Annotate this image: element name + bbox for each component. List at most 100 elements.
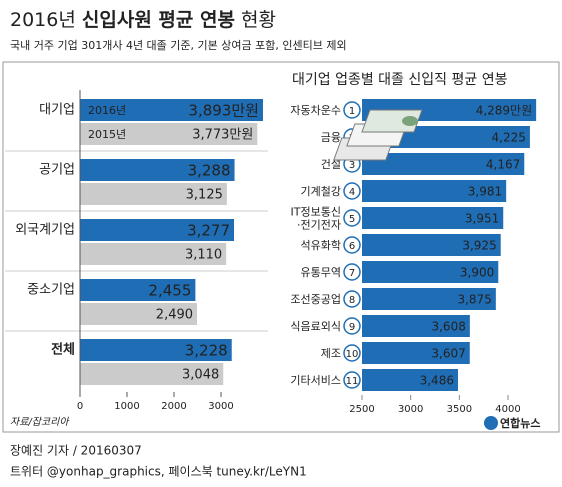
bar <box>362 315 470 337</box>
x-tick-label: 2000 <box>161 401 186 412</box>
category-label: 석유화학 <box>301 239 341 252</box>
category-label: 기계철강 <box>301 185 341 198</box>
category-label: 자동차운수 <box>290 104 341 117</box>
bar <box>80 99 263 121</box>
rank-label: 1 <box>349 106 355 117</box>
rank-label: 8 <box>349 295 355 306</box>
bar <box>362 369 458 391</box>
bar <box>80 279 196 301</box>
value-label: 3,981 <box>468 185 502 199</box>
value-label: 3,951 <box>465 212 499 226</box>
value-label: 2,455 <box>148 282 191 300</box>
rank-label: 3 <box>349 160 355 171</box>
rank-badge <box>343 371 361 389</box>
source: 자료/잡코리아 <box>10 416 70 428</box>
value-label: 3,900 <box>460 266 494 280</box>
rank-badge <box>343 236 361 254</box>
category-label: 건설 <box>321 158 341 171</box>
value-label: 3,608 <box>431 320 465 334</box>
bar <box>80 123 258 145</box>
bar <box>362 288 496 310</box>
rank-badge <box>343 101 361 119</box>
category-label: 금융 <box>321 131 341 144</box>
value-label: 3,125 <box>186 188 223 203</box>
rank-badge <box>343 209 361 227</box>
x-tick-label: 2500 <box>349 404 374 415</box>
title-suffix: 현황 <box>241 9 276 31</box>
x-tick-label: 0 <box>77 401 83 412</box>
category-label: 제조 <box>321 347 341 360</box>
bar <box>80 159 235 181</box>
category-label: 중소기업 <box>27 283 75 298</box>
bar <box>362 261 499 283</box>
x-tick-label: 3500 <box>447 404 472 415</box>
value-label: 4,289만원 <box>476 104 532 118</box>
value-label: 3,893만원 <box>188 102 259 120</box>
value-label: 3,228 <box>185 342 228 360</box>
rank-label: 6 <box>349 241 355 252</box>
value-label: 2,490 <box>156 308 193 323</box>
category-label: 외국계기업 <box>15 223 75 238</box>
category-label: 유통무역 <box>301 266 341 279</box>
bar <box>362 234 501 256</box>
rank-badge <box>343 290 361 308</box>
value-label: 4,225 <box>492 131 526 145</box>
title-main: 신입사원 평균 연봉 <box>82 9 235 31</box>
social: 트위터 @yonhap_graphics, 페이스북 tuney.kr/LeYN… <box>10 465 307 479</box>
series-label: 2016년 <box>88 104 126 117</box>
bar <box>362 207 504 229</box>
rank-badge <box>343 263 361 281</box>
bar <box>80 183 227 205</box>
x-tick-label: 3000 <box>398 404 423 415</box>
rank-badge <box>343 317 361 335</box>
value-label: 3,288 <box>188 162 231 180</box>
logo-mark <box>484 416 498 430</box>
category-label: 전체 <box>51 342 75 358</box>
rank-label: 4 <box>349 187 355 198</box>
category-label: 대기업 <box>39 103 75 118</box>
bar <box>80 363 224 385</box>
x-tick-label: 1000 <box>114 401 139 412</box>
byline: 장예진 기자 / 20160307 <box>10 444 142 458</box>
value-label: 3,048 <box>182 368 219 383</box>
value-label: 3,773만원 <box>192 128 253 143</box>
chart-title: 대기업 업종별 대졸 신입직 평균 연봉 <box>292 72 508 88</box>
rank-badge <box>343 182 361 200</box>
title-prefix: 2016년 <box>10 9 76 31</box>
logo-text: 연합뉴스 <box>500 416 540 430</box>
value-label: 4,167 <box>486 158 520 172</box>
bar <box>362 180 507 202</box>
rank-label: 7 <box>349 268 355 279</box>
title: 2016년 신입사원 평균 연봉 현황 <box>10 9 276 31</box>
rank-badge <box>343 344 361 362</box>
bar <box>80 243 227 265</box>
series-label: 2015년 <box>88 128 126 141</box>
value-label: 3,277 <box>187 222 230 240</box>
icon-seal <box>402 116 418 126</box>
money-icon <box>333 109 423 161</box>
category-label: 공기업 <box>39 163 75 178</box>
category-label: 조선중공업 <box>290 293 341 306</box>
value-label: 3,875 <box>457 293 491 307</box>
x-tick-label: 3000 <box>208 401 233 412</box>
category-label: 식음료외식 <box>290 320 341 333</box>
rank-label: 5 <box>349 214 355 225</box>
value-label: 3,607 <box>431 347 465 361</box>
bar <box>362 342 470 364</box>
bar <box>80 339 232 361</box>
logo: 연합뉴스 <box>484 416 540 430</box>
rank-label: 10 <box>346 349 359 360</box>
value-label: 3,486 <box>420 374 454 388</box>
rank-label: 9 <box>349 322 355 333</box>
frame <box>2 61 560 433</box>
rank-label: 11 <box>346 376 359 387</box>
subtitle: 국내 거주 기업 301개사 4년 대졸 기준, 기본 상여금 포함, 인센티브… <box>10 39 347 52</box>
bar <box>362 153 525 175</box>
category-label: IT정보통신 ·전기전자 <box>291 206 341 232</box>
value-label: 3,925 <box>462 239 496 253</box>
value-label: 3,110 <box>185 248 222 263</box>
bar <box>80 219 235 241</box>
category-label: 기타서비스 <box>290 374 341 387</box>
bar <box>80 303 198 325</box>
